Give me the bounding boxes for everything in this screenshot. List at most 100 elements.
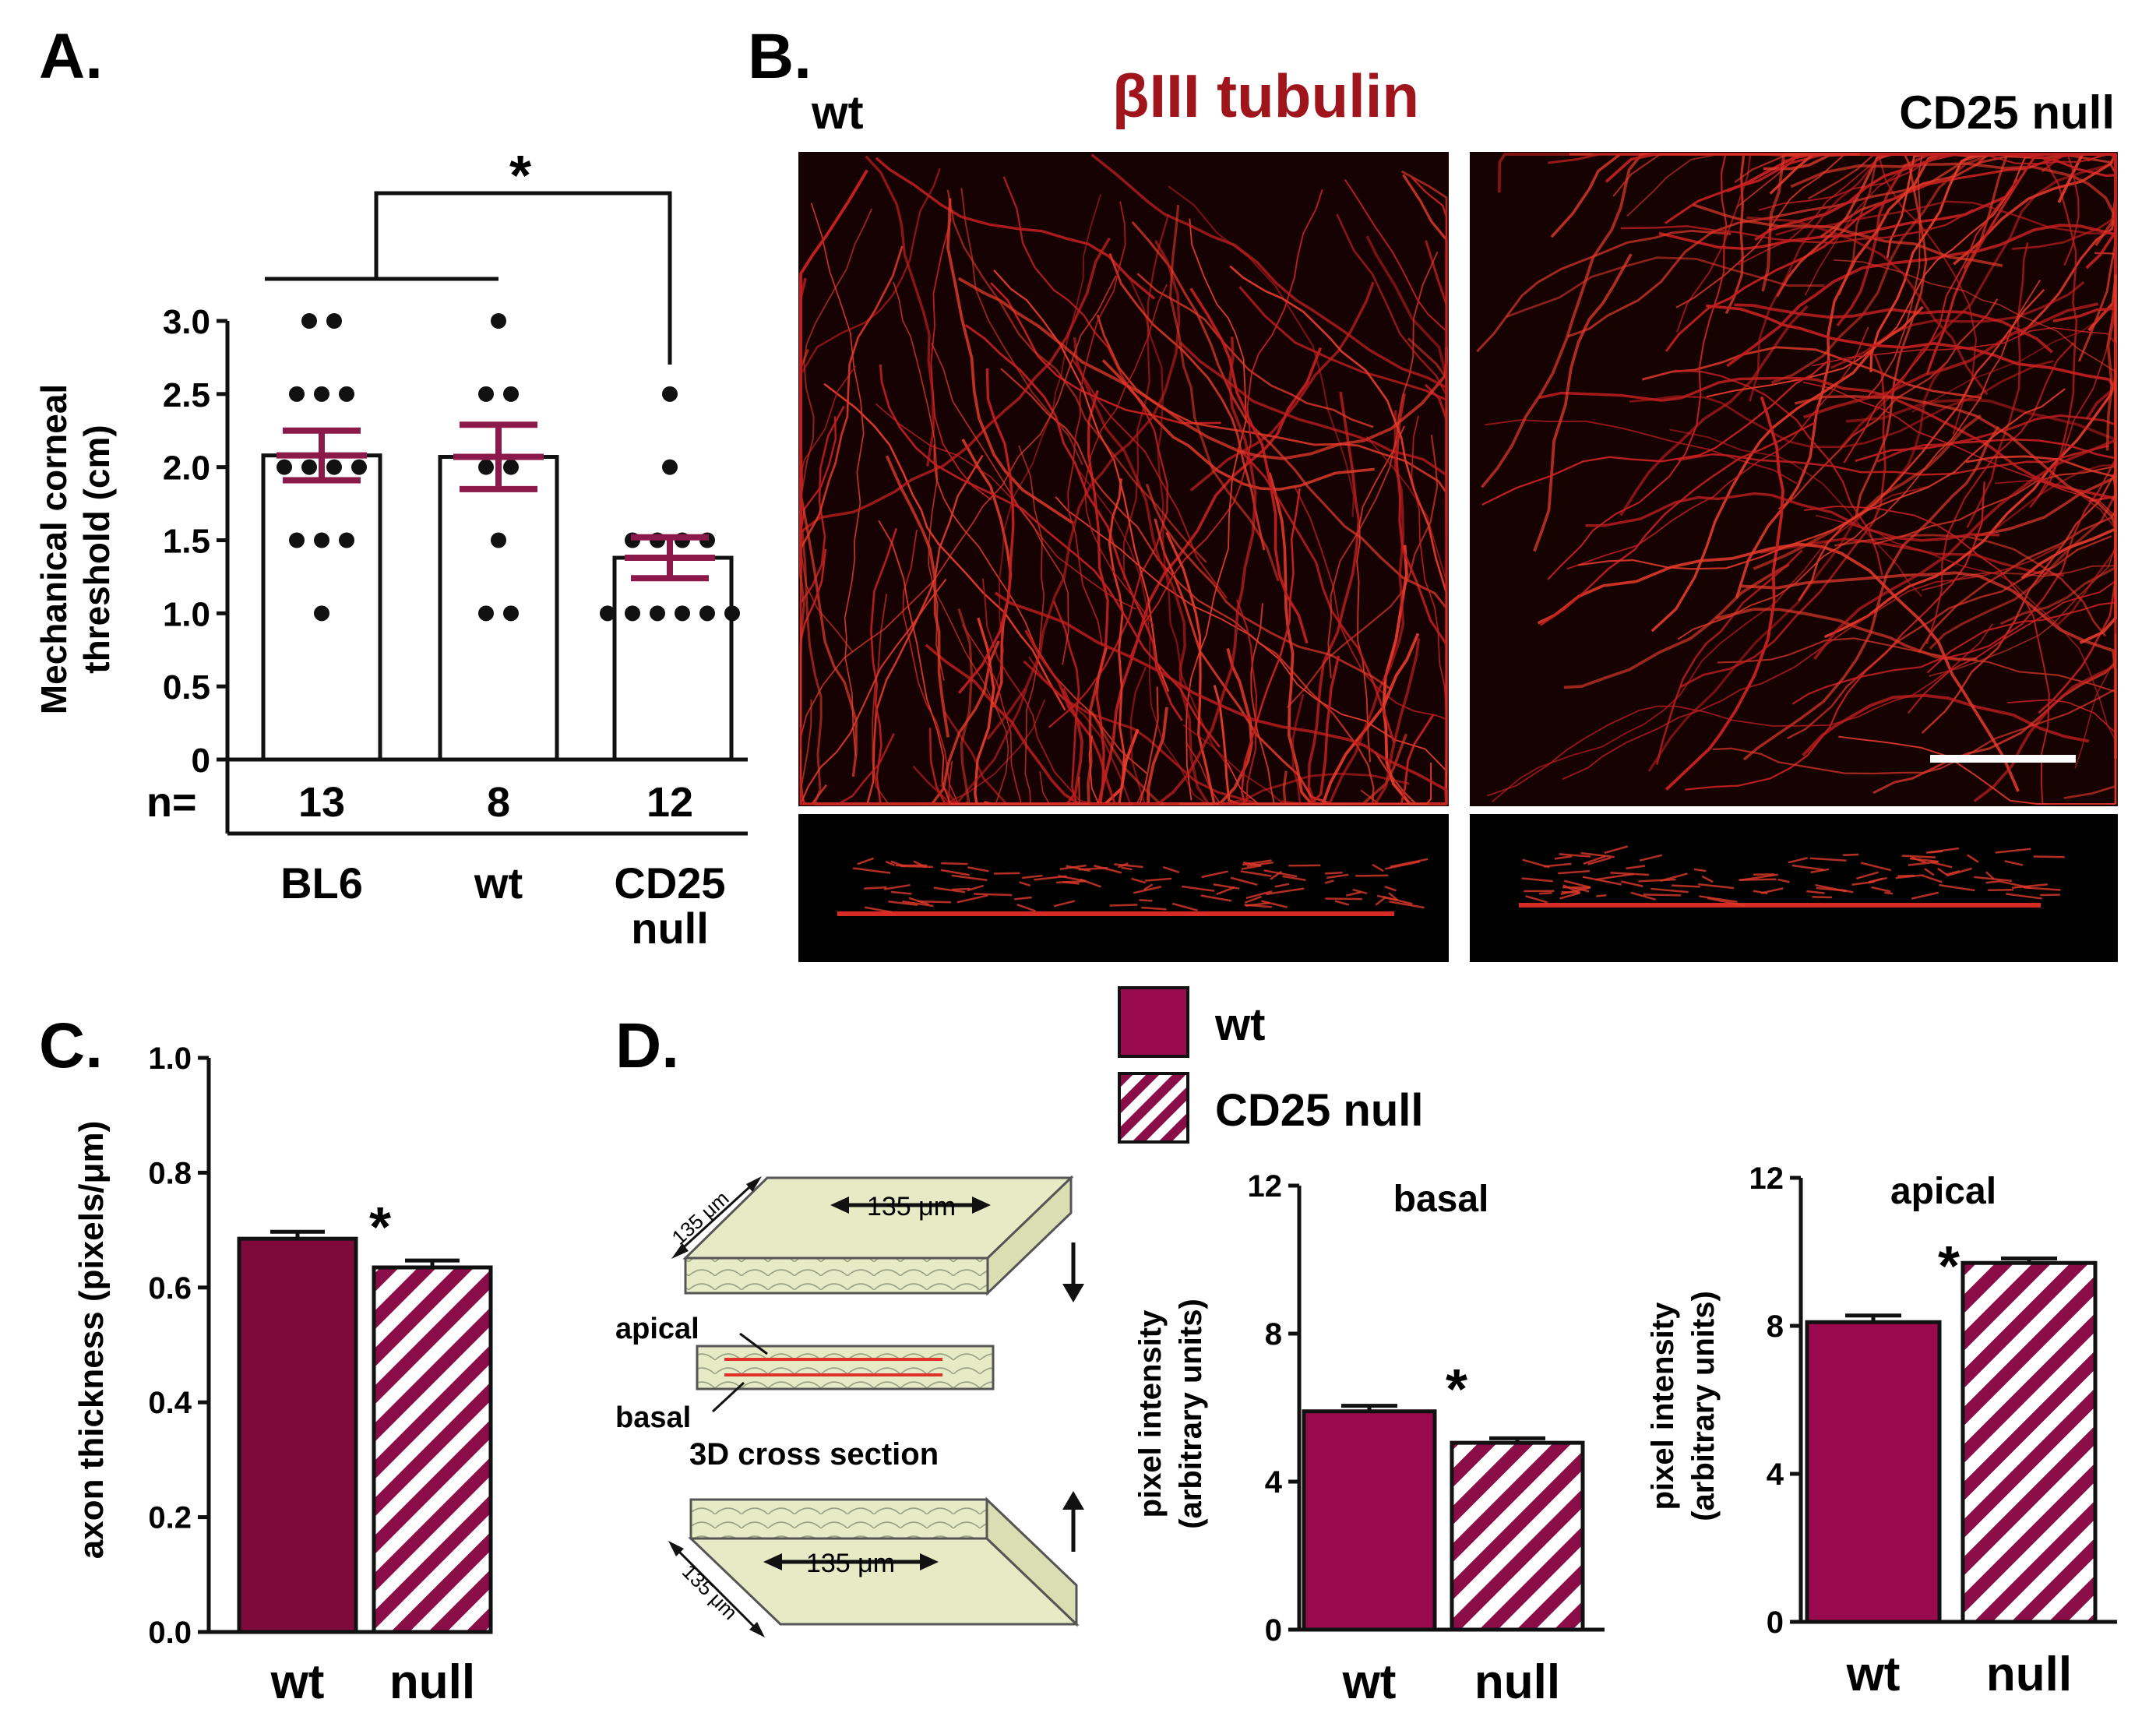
cross-cd25-fiber	[1561, 890, 1580, 894]
nerves-wt-fiber	[1250, 603, 1288, 805]
nerves-wt-fiber	[992, 194, 1101, 692]
cross-cd25-fiber	[1638, 878, 1676, 883]
basal-category-label-1: null	[1474, 1655, 1560, 1709]
nerves-cd25-fiber	[1619, 305, 1809, 516]
top-width-arrow	[830, 1197, 991, 1214]
cross-wt-fiber	[888, 901, 918, 907]
nerves-wt-fiber	[1169, 204, 1280, 582]
panel-c-category-label-1: null	[389, 1655, 475, 1709]
cross-cd25-fiber	[1583, 855, 1606, 865]
cross-wt-fiber	[1056, 879, 1087, 884]
panel-c-y-tick-label-4: 0.8	[148, 1156, 192, 1190]
cross-wt-fiber	[1325, 897, 1362, 901]
panel-a-point-0-12	[314, 605, 329, 622]
panel-a-error-bar-0	[277, 427, 367, 484]
basal-title: basal	[1393, 1179, 1489, 1220]
nerves-cd25-fiber	[1791, 411, 2117, 705]
cross-wt-fiber	[1144, 877, 1172, 882]
cross-cd25-fiber	[1895, 874, 1923, 879]
nerves-wt-fiber	[1133, 337, 1257, 805]
basal-error-bar-0	[1341, 1404, 1397, 1412]
cross-wt-fiber	[857, 857, 874, 865]
cross-wt-fiber	[1324, 879, 1334, 884]
cross-wt-fiber	[967, 884, 985, 892]
nerves-cd25-fiber	[1838, 735, 2115, 805]
nerves-cd25-fiber	[1665, 396, 1784, 791]
panel-b-micrographs: βIII tubulin wt CD25 null	[798, 62, 2118, 962]
nerves-cd25-fiber	[1866, 153, 1931, 398]
basal-label: basal	[615, 1401, 691, 1434]
cross-cd25-fiber	[1930, 861, 1953, 869]
panel-c-y-label: axon thickness (pixels/μm)	[72, 1121, 111, 1559]
cross-cd25-fiber	[1554, 855, 1573, 860]
nerves-wt-fiber	[1073, 337, 1228, 805]
panel-a-n-prefix: n=	[146, 779, 197, 826]
apical-category-label-1: null	[1986, 1648, 2072, 1701]
cross-cd25-fiber	[1563, 879, 1591, 889]
nerves-wt-fiber	[799, 167, 941, 375]
cross-cd25-fiber	[1806, 890, 1825, 894]
cross-wt-fiber	[1274, 883, 1290, 888]
nerves-cd25-fiber	[1746, 216, 1989, 396]
panel-c-label: C.	[39, 1010, 103, 1081]
cross-wt-fiber	[1383, 895, 1413, 905]
cross-cd25-fiber	[2006, 893, 2042, 900]
cross-wt-fiber	[1109, 904, 1138, 907]
bottom-width-label: 135 μm	[806, 1549, 895, 1578]
panel-a-point-1-6	[478, 605, 494, 622]
legend-label-wt: wt	[1214, 999, 1265, 1050]
apical-error-bar-0	[1845, 1313, 1901, 1323]
apical-title: apical	[1890, 1171, 1996, 1212]
cross-cd25-fiber	[1672, 884, 1700, 888]
panel-a-point-2-10	[699, 605, 715, 622]
nerves-cd25-fiber	[1485, 419, 1798, 485]
nerves-wt-fiber	[1136, 273, 1374, 428]
cross-cd25-fiber	[1911, 891, 1939, 900]
cross-wt-fiber	[1270, 870, 1283, 880]
cross-cd25-fiber	[1562, 884, 1581, 894]
cross-wt-fiber	[1182, 885, 1215, 892]
down-arrow-icon	[1062, 1242, 1084, 1302]
cross-wt-fiber	[1261, 900, 1288, 908]
cross-cd25-fiber	[1871, 886, 1891, 893]
legend-label-cd25: CD25 null	[1215, 1085, 1424, 1136]
apical-label: apical	[615, 1313, 699, 1345]
panel-c-error-bar-1	[405, 1258, 460, 1268]
basal-y-tick-label-2: 8	[1265, 1317, 1282, 1352]
apical-y-tick-label-2: 8	[1767, 1309, 1784, 1344]
cross-cd25-fiber	[1939, 883, 1975, 892]
cross-cd25-fiber	[1967, 854, 1979, 863]
cross-cd25-fiber	[1596, 894, 1607, 897]
apical-y-tick-label-1: 4	[1767, 1457, 1784, 1492]
cross-cd25-fiber	[1974, 876, 2013, 882]
panel-a-bar-1	[438, 455, 559, 762]
panel-a-point-0-3	[314, 386, 329, 402]
cross-wt-fiber	[1241, 865, 1262, 870]
panel-d-diagram: 135 μm 135 μm apical basal 3D cross sect…	[615, 1175, 1084, 1637]
panel-a-y-tick-label-1: 0.5	[163, 668, 210, 707]
top-width-label: 135 μm	[867, 1192, 956, 1221]
nerves-cd25-fiber	[1506, 256, 1825, 319]
nerves-cd25-fiber	[1533, 253, 1633, 552]
cross-wt-fiber	[1282, 875, 1306, 882]
cross-cd25-fiber	[1999, 879, 2031, 890]
cross-wt-fiber	[974, 893, 1013, 897]
cross-cd25-fiber	[1777, 878, 1790, 883]
cross-cd25-fiber	[1587, 856, 1612, 865]
panel-a-point-2-9	[675, 605, 690, 622]
panel-a-point-2-6	[600, 605, 615, 622]
nerves-wt-fiber	[1189, 281, 1375, 492]
cross-cd25-fiber	[1810, 868, 1830, 874]
nerves-wt-fiber	[946, 189, 1207, 563]
nerves-cd25-fiber	[1547, 153, 1728, 580]
panel-a-point-0-8	[351, 459, 367, 475]
panel-a-point-1-3	[478, 459, 494, 475]
cross-wt-fiber	[1216, 886, 1235, 896]
cross-cd25-fiber	[1701, 875, 1714, 883]
cross-wt-fiber	[1213, 883, 1240, 890]
basal-bar-1	[1450, 1440, 1585, 1632]
nerves-wt-fiber	[1108, 252, 1266, 551]
nerves-wt-fiber	[1067, 201, 1126, 647]
nerves-cd25-fiber	[2063, 633, 2117, 799]
nerves-cd25-fiber	[1790, 162, 2117, 451]
